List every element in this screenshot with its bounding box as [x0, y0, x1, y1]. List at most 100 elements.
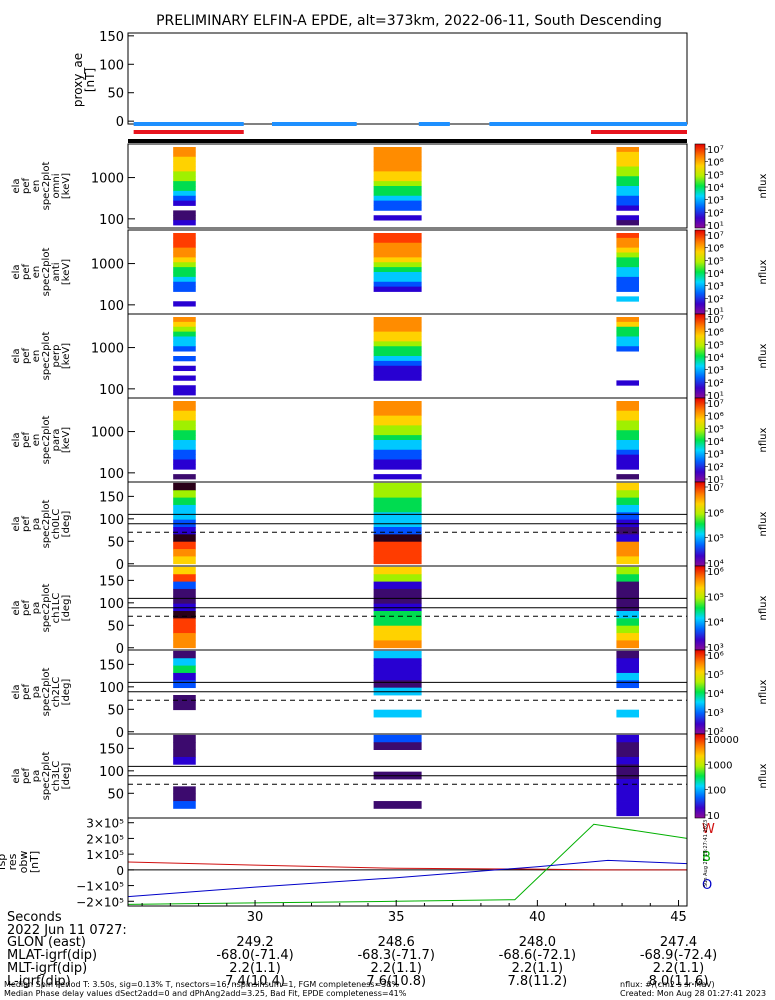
colorbar-label: 10³ — [707, 282, 724, 293]
colorbar-label: 10⁵ — [707, 424, 724, 435]
energy-cell — [173, 272, 196, 278]
footer-value: 248.6 — [378, 935, 415, 950]
footer-note-2: Median Phase delay values dSect2add=0 an… — [4, 989, 407, 998]
energy-cell — [616, 415, 640, 421]
panel-ylabel-line: spec2plot — [41, 332, 52, 381]
pitch-cell — [173, 596, 196, 605]
pitch-cell — [616, 534, 640, 543]
energy-cell — [373, 410, 422, 417]
pitch-tick-label: 50 — [107, 703, 124, 718]
energy-cell — [373, 341, 422, 347]
colorbar-label: 10⁵ — [707, 340, 724, 351]
science-zone-segment — [489, 122, 687, 126]
panel-ylabel-line: pef — [21, 264, 32, 281]
fgs-tick-label: 2×10⁵ — [86, 832, 124, 846]
energy-cell — [373, 151, 422, 158]
colorbar-label: 10⁷ — [707, 399, 724, 410]
pitch-cell — [373, 588, 422, 597]
energy-cell — [373, 195, 422, 202]
energy-cell — [616, 220, 640, 226]
energy-cell — [373, 247, 422, 253]
colorbar-label: 10⁷ — [707, 145, 724, 156]
energy-cell — [373, 351, 422, 357]
panel-ylabel-line: ela — [11, 178, 22, 193]
pitch-cell — [616, 709, 640, 718]
pitch-cell — [616, 808, 640, 817]
footer-value: 8.0(11.6) — [649, 974, 709, 989]
panel-ylabel: elapefenspec2plotperp[keV] — [11, 332, 72, 381]
colorbar-2 — [694, 313, 706, 399]
panel-ylabel-line: pa — [31, 602, 42, 614]
colorbar-label: 10⁶ — [707, 328, 724, 339]
energy-cell — [173, 326, 196, 333]
pitch-cell — [616, 749, 640, 758]
proxy-ae-tick-label: 0 — [116, 115, 124, 130]
pitch-cell — [173, 786, 196, 795]
colorbar-7 — [694, 733, 706, 819]
panel-ylabel-line: [deg] — [61, 595, 72, 622]
panel-ylabel-line: pef — [21, 768, 32, 785]
attitude-segment — [133, 130, 244, 134]
pitch-cell — [173, 633, 196, 641]
colorbar-label: 10⁴ — [707, 353, 724, 364]
pitch-tick-label: 50 — [107, 535, 124, 550]
panel-ylabel-line: ela — [11, 264, 22, 279]
energy-cell — [373, 272, 422, 278]
x-axis-label: Seconds — [7, 910, 62, 925]
footer-row-label: MLT-igrf(dip) — [7, 961, 87, 976]
energy-cell — [173, 252, 196, 258]
energy-cell — [173, 262, 196, 268]
colorbar-label: 10³ — [707, 643, 724, 654]
footer-note-1: Median Spin Period T: 3.50s, sig=0.13% T… — [4, 980, 399, 989]
pitch-cell — [373, 482, 422, 491]
panel-ylabel: elapefpaspec2plotch1LC[deg] — [11, 584, 72, 633]
pitch-cell — [616, 497, 640, 506]
energy-cell — [616, 161, 640, 167]
time-axis: 30 35 40 45 — [141, 900, 687, 925]
energy-cell — [373, 171, 422, 177]
energy-cell — [173, 331, 196, 337]
fgs-tick-label: 1×10⁵ — [86, 848, 124, 862]
panel-ylabel-line: ch1LC — [51, 593, 62, 624]
energy-cell — [373, 474, 422, 480]
pitch-cell — [373, 504, 422, 513]
colorbar-unit: nflux — [758, 343, 769, 368]
fgs-series-W — [127, 861, 687, 871]
pitch-cell — [373, 680, 422, 689]
energy-cell — [616, 464, 640, 470]
pitch-cell — [616, 566, 640, 575]
energy-cell — [173, 420, 196, 426]
panel-ylabel-line: ela — [11, 432, 22, 447]
pitch-cell — [373, 650, 422, 659]
panel-ylabel: elapefenspec2plotomni[keV] — [11, 162, 72, 211]
pitch-cell — [173, 640, 196, 649]
energy-cell — [616, 420, 640, 426]
pitch-cell — [173, 490, 196, 498]
pitch-tick-label: 50 — [107, 787, 124, 802]
footer-value: -68.0(-71.4) — [216, 948, 293, 963]
pitch-cell — [373, 658, 422, 666]
pitch-cell — [173, 793, 196, 802]
pitch-cell — [373, 581, 422, 590]
pitch-cell — [616, 742, 640, 750]
footer-row-label: MLAT-igrf(dip) — [7, 948, 97, 963]
pitch-cell — [173, 497, 196, 506]
colorbar-6 — [694, 649, 706, 735]
footer-value: 2.2(1.1) — [229, 961, 281, 976]
energy-cell — [173, 365, 196, 372]
energy-cell — [173, 346, 196, 352]
colorbar-label: 10⁶ — [707, 412, 724, 423]
energy-cell — [173, 237, 196, 244]
fgs-tick-label: 3×10⁵ — [86, 817, 124, 831]
energy-cell — [616, 151, 640, 158]
energy-cell — [173, 286, 196, 292]
pitch-cell — [173, 549, 196, 557]
pitch-cell — [373, 665, 422, 674]
energy-cell — [616, 346, 640, 352]
energy-cell — [373, 454, 422, 460]
pitch-tick-label: 150 — [99, 574, 124, 589]
pitch-cell — [373, 742, 422, 750]
energy-cell — [616, 186, 640, 192]
energy-cell — [173, 336, 196, 342]
footer-value: 248.0 — [519, 935, 556, 950]
